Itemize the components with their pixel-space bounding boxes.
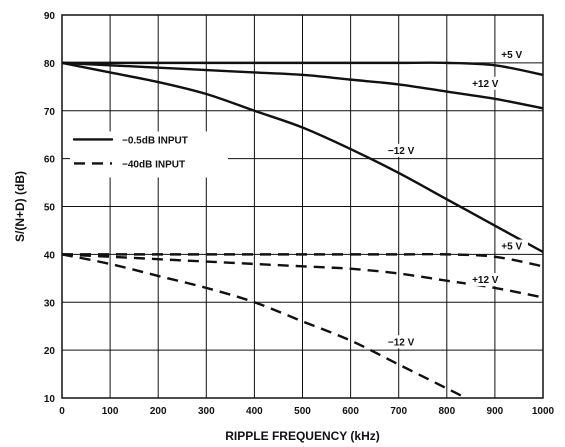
x-tick-label: 400 bbox=[246, 406, 263, 417]
x-tick-label: 200 bbox=[150, 406, 167, 417]
curve-label-bg bbox=[495, 48, 528, 62]
x-tick-label: 300 bbox=[198, 406, 215, 417]
x-tick-label: 700 bbox=[390, 406, 407, 417]
curve-label-bg bbox=[465, 76, 505, 90]
series-line-solid-5v bbox=[62, 61, 543, 77]
y-tick-label: 50 bbox=[44, 203, 56, 214]
x-tick-label: 900 bbox=[487, 406, 504, 417]
curves bbox=[62, 61, 543, 398]
y-tick-label: 30 bbox=[44, 298, 56, 309]
curve-labels: +5 V +12 V −12 V +5 V +12 V −12 V bbox=[381, 48, 528, 349]
curve-label: −12 V bbox=[388, 146, 415, 157]
grid bbox=[62, 15, 543, 398]
x-tick-label: 500 bbox=[294, 406, 311, 417]
y-tick-label: 80 bbox=[44, 59, 56, 70]
curve-label: +12 V bbox=[472, 275, 499, 286]
curve-label: +5 V bbox=[501, 242, 522, 253]
curve-label-bg bbox=[381, 143, 421, 157]
legend-label: −0.5dB INPUT bbox=[122, 135, 188, 146]
y-tick-label: 90 bbox=[44, 11, 56, 22]
x-axis-ticks: 0 100 200 300 400 500 600 700 800 900 1000 bbox=[59, 406, 554, 417]
x-tick-label: 800 bbox=[438, 406, 455, 417]
series-line-dashed-12v bbox=[62, 253, 469, 398]
x-tick-label: 1000 bbox=[532, 406, 555, 417]
plot-frame bbox=[61, 14, 544, 399]
y-axis-ticks: 10 20 30 40 50 60 70 80 90 bbox=[44, 11, 56, 405]
curve-label: +12 V bbox=[472, 79, 499, 90]
series-line-solid-12v bbox=[62, 61, 543, 110]
y-tick-label: 10 bbox=[44, 394, 56, 405]
legend: −0.5dB INPUT −40dB INPUT bbox=[70, 131, 228, 178]
y-axis-label: S/(N+D) (dB) bbox=[13, 171, 27, 242]
curve-label-bg bbox=[495, 239, 528, 253]
legend-label: −40dB INPUT bbox=[122, 159, 185, 170]
x-axis-label: RIPPLE FREQUENCY (kHz) bbox=[225, 429, 379, 443]
x-tick-label: 600 bbox=[342, 406, 359, 417]
curve-label-bg bbox=[381, 335, 421, 349]
y-tick-label: 40 bbox=[44, 250, 56, 261]
curve-label: −12 V bbox=[388, 337, 415, 348]
series-line-dashed-12v bbox=[62, 253, 543, 299]
y-tick-label: 60 bbox=[44, 155, 56, 166]
series-line-dashed-5v bbox=[62, 253, 543, 268]
x-tick-label: 0 bbox=[59, 406, 65, 417]
x-tick-label: 100 bbox=[102, 406, 119, 417]
curve-label: +5 V bbox=[501, 50, 522, 61]
series-line-solid-12v bbox=[62, 61, 543, 254]
y-tick-label: 70 bbox=[44, 107, 56, 118]
curve-label-bg bbox=[465, 273, 505, 287]
y-tick-label: 20 bbox=[44, 346, 56, 357]
